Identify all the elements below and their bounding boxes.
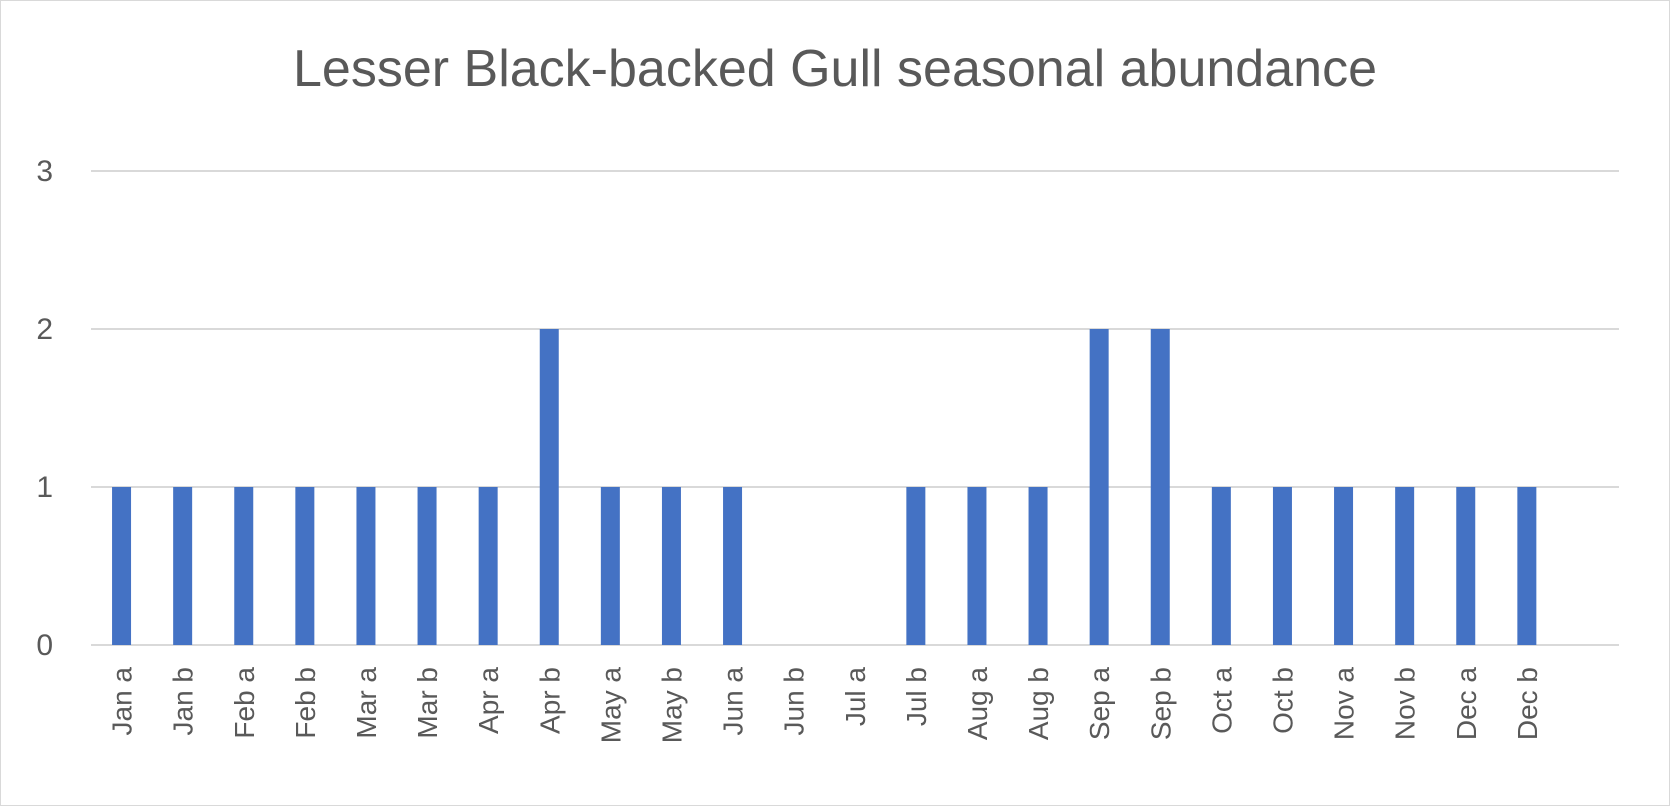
x-tick-label: Sep a	[1084, 667, 1115, 741]
bar-feb-a	[234, 487, 254, 645]
bar-dec-b	[1517, 487, 1537, 645]
x-tick-label: May a	[595, 667, 626, 744]
x-tick-label: Mar a	[351, 667, 382, 739]
x-tick-label: Jun b	[779, 667, 810, 736]
x-tick-label: Aug a	[962, 667, 993, 741]
bar-aug-b	[1028, 487, 1048, 645]
x-tick-label: Feb b	[290, 667, 321, 739]
x-tick-label: Apr a	[473, 667, 504, 734]
x-tick-label: Dec a	[1451, 667, 1482, 741]
x-tick-label: Nov a	[1329, 667, 1360, 741]
bar-jan-b	[173, 487, 193, 645]
bar-mar-b	[417, 487, 437, 645]
x-tick-label: Jul b	[901, 667, 932, 726]
y-tick-label: 0	[36, 629, 53, 662]
x-tick-label: Jul a	[840, 667, 871, 727]
gridlines	[91, 170, 1619, 646]
x-tick-label: Feb a	[229, 667, 260, 739]
bar-oct-a	[1211, 487, 1231, 645]
x-tick-label: Apr b	[534, 667, 565, 734]
x-tick-label: Sep b	[1145, 667, 1176, 740]
x-tick-label: Oct b	[1267, 667, 1298, 734]
x-tick-label: Oct a	[1206, 667, 1237, 734]
bar-dec-a	[1456, 487, 1476, 645]
bar-jun-a	[723, 487, 743, 645]
bar-nov-a	[1334, 487, 1354, 645]
bar-jan-a	[112, 487, 132, 645]
x-axis-ticks: Jan a Jan b Feb a Feb b Mar a Mar b Apr a Apr b…	[107, 667, 1543, 744]
bar-mar-a	[356, 487, 376, 645]
bar-aug-a	[967, 487, 987, 645]
bar-jul-b	[906, 487, 926, 645]
bar-may-b	[661, 487, 681, 645]
y-tick-label: 1	[36, 471, 53, 504]
bars	[112, 329, 1537, 645]
bar-feb-b	[295, 487, 315, 645]
bar-may-a	[600, 487, 620, 645]
x-tick-label: May b	[656, 667, 687, 743]
x-tick-label: Dec b	[1512, 667, 1543, 740]
x-tick-label: Mar b	[412, 667, 443, 739]
bar-nov-b	[1395, 487, 1415, 645]
x-tick-label: Nov b	[1390, 667, 1421, 740]
y-axis-ticks: 0 1 2 3	[36, 155, 53, 662]
bar-sep-b	[1150, 329, 1170, 645]
y-tick-label: 3	[36, 155, 53, 188]
bar-apr-a	[478, 487, 498, 645]
x-tick-label: Aug b	[1023, 667, 1054, 740]
x-tick-label: Jan a	[107, 667, 138, 736]
bar-sep-a	[1089, 329, 1109, 645]
bar-apr-b	[539, 329, 559, 645]
bar-oct-b	[1272, 487, 1292, 645]
chart-title: Lesser Black-backed Gull seasonal abunda…	[292, 40, 1377, 98]
x-tick-label: Jun a	[718, 667, 749, 736]
y-tick-label: 2	[36, 313, 53, 346]
x-tick-label: Jan b	[168, 667, 199, 736]
